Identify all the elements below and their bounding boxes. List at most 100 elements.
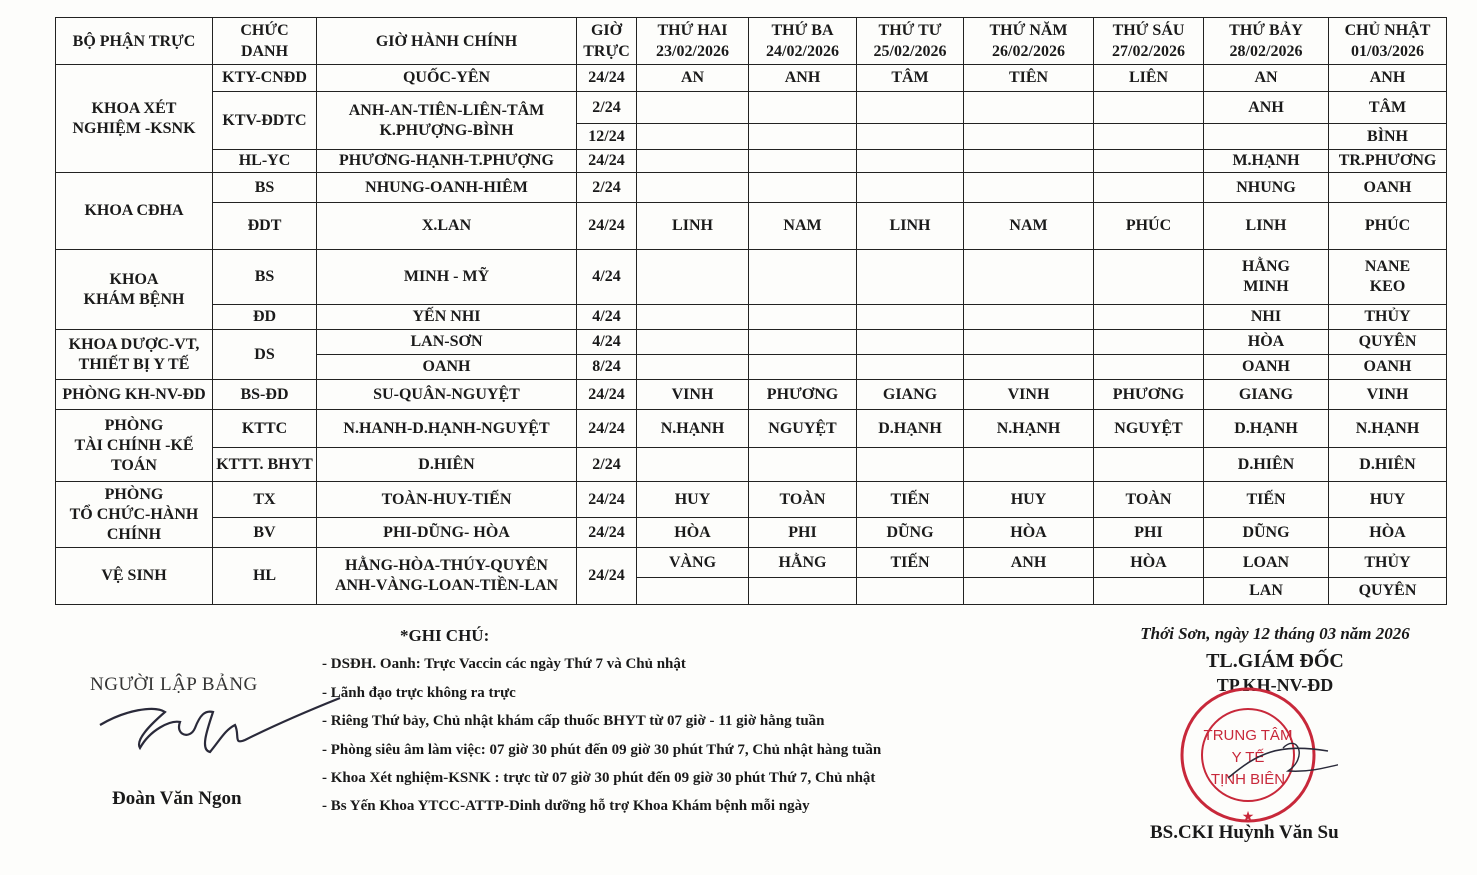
preparer-signature xyxy=(99,696,341,754)
day-cell: HÒA xyxy=(1328,517,1447,548)
title-cell: HL xyxy=(212,547,317,605)
day-cell: HÒA xyxy=(963,517,1094,548)
day-cell: PHƯƠNG xyxy=(1093,379,1204,410)
preparer-role: NGƯỜI LẬP BẢNG xyxy=(90,674,258,695)
day-cell xyxy=(748,123,857,150)
day-cell: HẰNG MINH xyxy=(1203,249,1329,305)
title-cell: KTY-CNĐD xyxy=(212,64,317,92)
day-cell: PHÚC xyxy=(1093,202,1204,250)
table-row: ĐD YẾN NHI 4/24 NHI THỦY xyxy=(56,304,1447,330)
column-header: CHỦ NHẬT 01/03/2026 xyxy=(1328,17,1447,65)
day-cell xyxy=(748,447,857,482)
title-cell: KTV-ĐDTC xyxy=(212,91,317,150)
hours-cell: 4/24 xyxy=(576,304,637,330)
department-cell: KHOA KHÁM BỆNH xyxy=(55,249,213,330)
place-date: Thới Sơn, ngày 12 tháng 03 năm 2026 xyxy=(1140,624,1410,643)
day-cell: HÒA xyxy=(1203,329,1329,355)
day-cell: HUY xyxy=(963,481,1094,518)
table-row: ĐDT X.LAN 24/24 LINH NAM LINH NAM PHÚC LINH PHÚC xyxy=(56,202,1447,250)
staff-cell: YẾN NHI xyxy=(316,304,577,330)
table-row: KHOA KHÁM BỆNH BS MINH - MỸ 4/24 HẰNG MINH NA… xyxy=(55,249,1447,330)
day-cell: D.HẠNH xyxy=(856,409,964,448)
day-cell xyxy=(636,149,749,173)
day-cell: OANH xyxy=(1328,354,1447,380)
hours-cell: 4/24 xyxy=(576,329,637,355)
day-cell xyxy=(963,172,1094,203)
title-cell: BV xyxy=(212,517,317,548)
day-cell: PHI xyxy=(1093,517,1204,548)
approver-name: BS.CKI Huỳnh Văn Su xyxy=(1150,822,1339,843)
day-cell xyxy=(1093,304,1204,330)
day-cell: HUY xyxy=(1328,481,1447,518)
day-cell: TIẾN xyxy=(856,547,964,578)
day-cell xyxy=(748,149,857,173)
day-cell: TOÀN xyxy=(1093,481,1204,518)
department-cell: PHÒNG TỔ CHỨC-HÀNH CHÍNH xyxy=(55,481,213,548)
day-cell xyxy=(856,91,964,124)
table-row: LAN QUYÊN xyxy=(56,577,1447,605)
column-header: THỨ BA 24/02/2026 xyxy=(748,17,857,65)
day-cell xyxy=(748,249,857,305)
notes-section: *GHI CHÚ: - DSĐH. Oanh: Trực Vaccin các … xyxy=(322,622,881,821)
day-cell xyxy=(636,577,749,605)
day-cell: HẰNG xyxy=(748,547,857,578)
day-cell xyxy=(636,329,749,355)
note-item: - Bs Yến Khoa YTCC-ATTP-Dinh dưỡng hỗ tr… xyxy=(322,798,810,815)
day-cell xyxy=(636,447,749,482)
day-cell: PHÚC xyxy=(1328,202,1447,250)
column-header: GIỜ HÀNH CHÍNH xyxy=(316,17,577,65)
table-row: KTTT. BHYT D.HIÊN 2/24 D.HIÊN D.HIÊN xyxy=(56,447,1447,482)
day-cell xyxy=(1093,249,1204,305)
title-cell: TX xyxy=(212,481,317,518)
day-cell: GIANG xyxy=(856,379,964,410)
note-item: - Lãnh đạo trực không ra trực xyxy=(322,684,516,701)
svg-text:★: ★ xyxy=(1242,810,1255,825)
day-cell xyxy=(963,304,1094,330)
column-header: BỘ PHẬN TRỰC xyxy=(55,17,213,65)
title-cell: DS xyxy=(212,329,317,380)
day-cell xyxy=(856,447,964,482)
day-cell: M.HẠNH xyxy=(1203,149,1329,173)
day-cell: LAN xyxy=(1203,577,1329,605)
hours-cell: 24/24 xyxy=(576,547,637,605)
hours-cell: 24/24 xyxy=(576,149,637,173)
hours-cell: 24/24 xyxy=(576,409,637,448)
staff-cell: N.HANH-D.HẠNH-NGUYỆT xyxy=(316,409,577,448)
day-cell: N.HẠNH xyxy=(963,409,1094,448)
day-cell: DŨNG xyxy=(1203,517,1329,548)
day-cell xyxy=(748,304,857,330)
day-cell: DŨNG xyxy=(856,517,964,548)
day-cell xyxy=(1093,577,1204,605)
hours-cell: 2/24 xyxy=(576,172,637,203)
table-row: HL-YC PHƯƠNG-HẠNH-T.PHƯỢNG 24/24 M.HẠNH TR.P… xyxy=(56,149,1447,173)
hours-cell: 24/24 xyxy=(576,517,637,548)
approver-title: TL.GIÁM ĐỐC xyxy=(1206,650,1344,672)
day-cell xyxy=(748,172,857,203)
note-item: - Riêng Thứ bảy, Chủ nhật khám cấp thuốc… xyxy=(322,713,825,730)
day-cell: D.HẠNH xyxy=(1203,409,1329,448)
column-header: THỨ SÁU 27/02/2026 xyxy=(1093,17,1204,65)
day-cell xyxy=(856,149,964,173)
day-cell xyxy=(963,123,1094,150)
table-row: KHOA CĐHA BS NHUNG-OANH-HIÊM 2/24 NHUNG OANH xyxy=(55,172,1447,250)
title-cell: HL-YC xyxy=(212,149,317,173)
day-cell: HÒA xyxy=(1093,547,1204,578)
department-cell: PHÒNG KH-NV-ĐD xyxy=(55,379,213,410)
note-item: - DSĐH. Oanh: Trực Vaccin các ngày Thứ 7… xyxy=(322,656,686,673)
day-cell xyxy=(1203,123,1329,150)
duty-roster-table: BỘ PHẬN TRỰC CHỨC DANH GIỜ HÀNH CHÍNH GIỜ T… xyxy=(55,17,1447,605)
department-cell: KHOA DƯỢC-VT, THIẾT BỊ Y TẾ xyxy=(55,329,213,380)
day-cell: NANE KEO xyxy=(1328,249,1447,305)
day-cell: HUY xyxy=(636,481,749,518)
day-cell xyxy=(748,354,857,380)
table-row: PHÒNG TÀI CHÍNH -KẾ TOÁN KTTC N.HANH-D.HẠN… xyxy=(55,409,1447,482)
day-cell xyxy=(856,249,964,305)
table-row: PHÒNG KH-NV-ĐD BS-ĐD SU-QUÂN-NGUYỆT 24/24 VI… xyxy=(55,379,1447,410)
day-cell: PHƯƠNG xyxy=(748,379,857,410)
day-cell: THỦY xyxy=(1328,547,1447,578)
title-cell: BS xyxy=(212,172,317,203)
day-cell xyxy=(636,172,749,203)
day-cell xyxy=(748,577,857,605)
day-cell: NGUYỆT xyxy=(748,409,857,448)
title-cell: KTTC xyxy=(212,409,317,448)
